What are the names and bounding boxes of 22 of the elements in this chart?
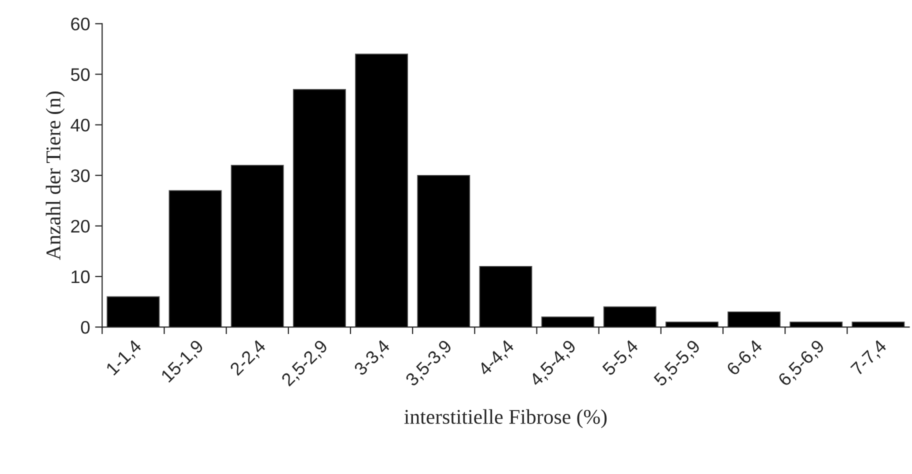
y-tick-label: 40 — [70, 118, 90, 132]
bar — [665, 322, 718, 328]
bar — [603, 306, 656, 328]
y-tick-label: 30 — [70, 169, 90, 182]
bar — [230, 164, 284, 328]
y-axis-title: Anzahl der Tiere (n) — [46, 92, 65, 260]
y-tick-label: 20 — [71, 220, 90, 233]
bar — [292, 89, 346, 328]
bar — [168, 190, 222, 328]
bar — [541, 316, 594, 328]
bar — [106, 296, 160, 328]
y-tick-label: 50 — [70, 68, 90, 81]
x-axis-title: interstitielle Fibrose (%) — [404, 409, 607, 428]
bar — [728, 311, 781, 328]
y-tick-label: 0 — [81, 320, 90, 334]
bar — [790, 322, 843, 328]
y-tick-label: 10 — [72, 270, 90, 284]
bar — [417, 174, 470, 328]
bar — [479, 266, 532, 328]
bar — [355, 54, 408, 328]
y-tick-label: 60 — [71, 18, 90, 30]
bar — [852, 322, 905, 328]
